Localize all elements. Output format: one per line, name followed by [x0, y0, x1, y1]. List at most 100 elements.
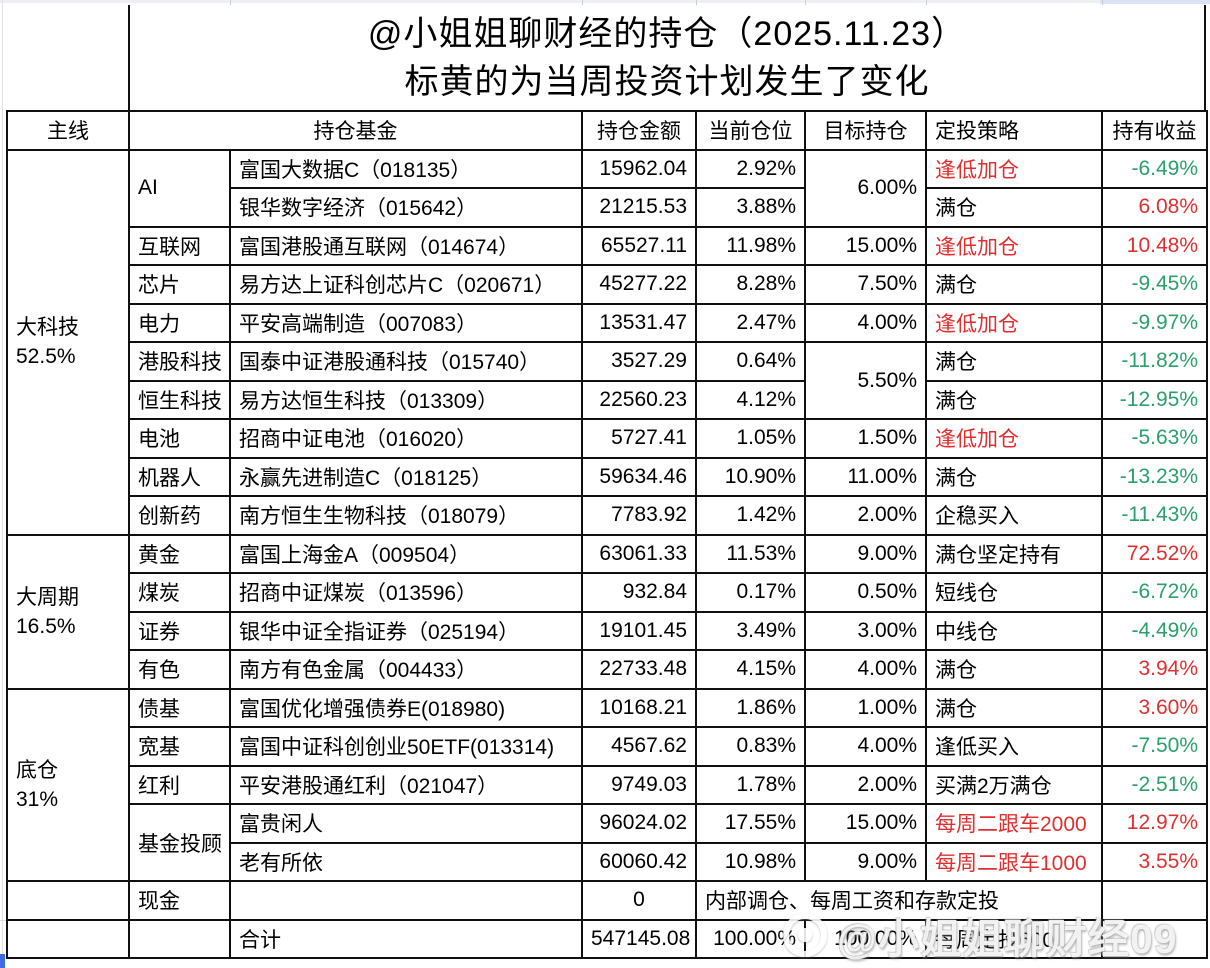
cell-fund: 南方恒生生物科技（018079） [229, 495, 583, 536]
cell-return: -2.51% [1101, 764, 1208, 805]
cell-fund: 富国优化增强债券E(018980) [229, 687, 583, 728]
group-percent: 31% [16, 787, 59, 811]
cell-strategy: 每周二跟车2000 [925, 803, 1103, 844]
cell-current: 4.15% [695, 649, 806, 690]
cell-strategy: 逢低买入 [925, 726, 1103, 767]
table-row: 电力 平安高端制造（007083） 13531.47 2.47% 4.00% 逢… [7, 302, 1208, 343]
cell-current: 10.98% [695, 841, 806, 882]
cell-current: 3.88% [695, 187, 806, 228]
cell-amount: 0 [581, 880, 697, 921]
cell-amount: 932.84 [581, 572, 697, 613]
cell-strategy: 逢低加仓 [925, 302, 1103, 343]
cell-strategy: 满仓 [925, 649, 1103, 690]
cell-fund: 永赢先进制造C（018125） [229, 456, 583, 497]
cell-amount: 65527.11 [581, 225, 697, 266]
cell-strategy: 企稳买入 [925, 495, 1103, 536]
cell-amount: 22733.48 [581, 649, 697, 690]
cell-return: 6.08% [1101, 187, 1208, 228]
header-fund: 持仓基金 [128, 110, 583, 151]
cell-subcategory: 有色 [128, 649, 231, 690]
cell-fund: 易方达恒生科技（013309） [229, 379, 583, 420]
cell-amount: 22560.23 [581, 379, 697, 420]
spreadsheet-top-gridline [0, 0, 1210, 3]
cell-current: 100.00% [695, 918, 806, 959]
cell-subcategory: 红利 [128, 764, 231, 805]
cell-cash-note: 内部调仓、每周工资和存款定投 [695, 880, 1103, 921]
group-percent: 52.5% [16, 345, 76, 368]
cell-target: 1.50% [804, 418, 927, 459]
header-amount: 持仓金额 [581, 110, 697, 151]
cell-fund: 平安港股通红利（021047） [229, 764, 583, 805]
cell-amount: 59634.46 [581, 456, 697, 497]
holdings-table: 主线 持仓基金 持仓金额 当前仓位 目标持仓 定投策略 持有收益 大科技 52.… [6, 110, 1208, 959]
cell-return: -4.49% [1101, 610, 1208, 651]
table-row: 红利 平安港股通红利（021047） 9749.03 1.78% 2.00% 买… [7, 764, 1208, 805]
cell-current: 1.05% [695, 418, 806, 459]
cell-strategy: 满仓 [925, 456, 1103, 497]
table-row: 创新药 南方恒生生物科技（018079） 7783.92 1.42% 2.00%… [7, 495, 1208, 536]
cell-fund: 国泰中证港股通科技（015740） [229, 341, 583, 382]
spreadsheet-top-gridline-highlight [1100, 0, 1210, 4]
group-percent: 16.5% [16, 614, 76, 638]
cell-subcategory: 债基 [128, 687, 231, 728]
cell-strategy: 每周定投600 [925, 918, 1103, 959]
cell-amount: 21215.53 [581, 187, 697, 228]
header-main-line: 主线 [6, 110, 130, 151]
cell-amount: 19101.45 [581, 610, 697, 651]
cell-return: 72.52% [1101, 533, 1208, 574]
cell-strategy: 满仓 [925, 379, 1103, 420]
selection-handle-artifact [0, 954, 5, 968]
cell-return-empty [1101, 880, 1208, 921]
cell-current: 1.86% [695, 687, 806, 728]
cell-fund: 招商中证电池（016020） [229, 418, 583, 459]
header-current-position: 当前仓位 [695, 110, 806, 151]
cell-current: 11.53% [695, 533, 806, 574]
cell-subcategory: AI [128, 148, 231, 228]
cell-subcategory: 港股科技 [128, 341, 231, 382]
cell-target: 1.00% [804, 687, 927, 728]
cell-fund: 易方达上证科创芯片C（020671） [229, 264, 583, 305]
cell-return: 12.97% [1101, 803, 1208, 844]
group-cell-base: 底仓 31% [6, 687, 130, 882]
cell-fund: 南方有色金属（004433） [229, 649, 583, 690]
cell-return: 3.55% [1101, 841, 1208, 882]
table-row: 互联网 富国港股通互联网（014674） 65527.11 11.98% 15.… [7, 225, 1208, 266]
cell-current: 2.92% [695, 148, 806, 189]
cell-return: -9.45% [1101, 264, 1208, 305]
table-row: 大科技 52.5% AI 富国大数据C（018135） 15962.04 2.9… [6, 148, 1208, 536]
cell-target: 11.00% [804, 456, 927, 497]
cell-subcategory: 机器人 [128, 456, 231, 497]
cell-strategy: 满仓 [925, 341, 1103, 382]
cell-target: 4.00% [804, 726, 927, 767]
cell-target: 4.00% [804, 649, 927, 690]
cell-target: 0.50% [804, 572, 927, 613]
cell-current: 2.47% [695, 302, 806, 343]
cell-return-empty [1101, 918, 1208, 959]
gridline-tick [805, 0, 806, 5]
title-line-1: @小姐姐聊财经的持仓（2025.11.23） [367, 15, 967, 53]
cell-strategy: 满仓 [925, 187, 1103, 228]
cell-return: -6.72% [1101, 572, 1208, 613]
cell-subcategory: 证券 [128, 610, 231, 651]
table-row: 港股科技 国泰中证港股通科技（015740） 3527.29 0.64% 5.5… [7, 341, 1208, 420]
cell-fund: 富国上海金A（009504） [229, 533, 583, 574]
cell-amount: 63061.33 [581, 533, 697, 574]
cell-amount: 96024.02 [581, 803, 697, 844]
cell-amount: 15962.04 [581, 148, 697, 189]
cell-current: 0.17% [695, 572, 806, 613]
group-cell-tech: 大科技 52.5% [6, 148, 130, 536]
cell-current: 4.12% [695, 379, 806, 420]
cell-target: 2.00% [804, 764, 927, 805]
cell-fund: 平安高端制造（007083） [229, 302, 583, 343]
cell-target: 15.00% [804, 225, 927, 266]
cell-fund: 富国中证科创创业50ETF(013314) [229, 726, 583, 767]
cell-target: 2.00% [804, 495, 927, 536]
cell-subcategory: 互联网 [128, 225, 231, 266]
cell-fund: 富国港股通互联网（014674） [229, 225, 583, 266]
cash-row: 现金 0 内部调仓、每周工资和存款定投 [6, 880, 1208, 921]
cell-empty [6, 918, 130, 959]
cell-fund: 招商中证煤炭（013596） [229, 572, 583, 613]
table-row: 大周期 16.5% 黄金 富国上海金A（009504） 63061.33 11.… [6, 533, 1208, 690]
cell-subcategory: 现金 [128, 880, 231, 921]
cell-strategy: 中线仓 [925, 610, 1103, 651]
